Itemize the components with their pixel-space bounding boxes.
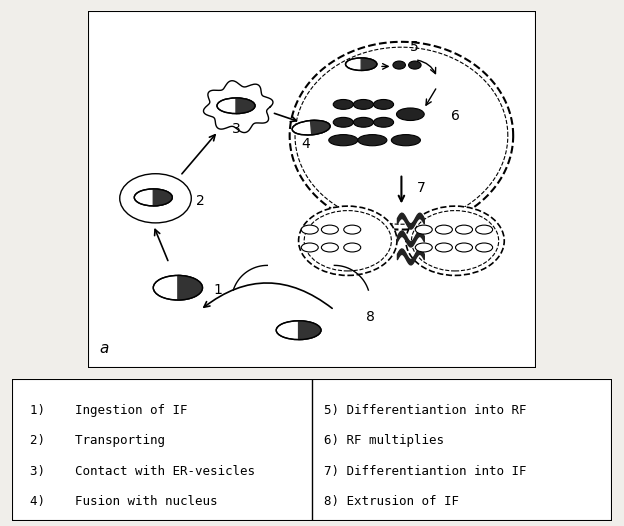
FancyBboxPatch shape — [89, 11, 535, 368]
Ellipse shape — [353, 99, 374, 109]
Text: 8: 8 — [366, 310, 374, 324]
Text: a: a — [100, 340, 109, 356]
Ellipse shape — [321, 225, 338, 234]
Ellipse shape — [276, 321, 321, 340]
Ellipse shape — [456, 243, 472, 252]
Ellipse shape — [436, 243, 452, 252]
Ellipse shape — [406, 206, 504, 276]
Ellipse shape — [456, 225, 472, 234]
Ellipse shape — [396, 108, 424, 120]
Polygon shape — [203, 80, 273, 133]
Ellipse shape — [416, 243, 432, 252]
Text: 6: 6 — [451, 109, 459, 123]
Ellipse shape — [344, 225, 361, 234]
Text: 6) RF multiplies: 6) RF multiplies — [324, 434, 444, 447]
Ellipse shape — [321, 243, 338, 252]
Ellipse shape — [374, 99, 394, 109]
Ellipse shape — [134, 189, 172, 206]
Polygon shape — [311, 120, 330, 135]
Ellipse shape — [436, 225, 452, 234]
Ellipse shape — [299, 206, 397, 276]
Polygon shape — [299, 321, 321, 340]
Ellipse shape — [409, 61, 421, 69]
Ellipse shape — [374, 117, 394, 127]
Ellipse shape — [416, 225, 432, 234]
Ellipse shape — [217, 98, 255, 114]
FancyBboxPatch shape — [12, 379, 612, 521]
Ellipse shape — [329, 135, 358, 146]
Ellipse shape — [301, 225, 318, 234]
Text: 2)    Transporting: 2) Transporting — [31, 434, 165, 447]
Ellipse shape — [154, 276, 202, 300]
Ellipse shape — [344, 243, 361, 252]
Polygon shape — [361, 58, 377, 70]
Text: 8) Extrusion of IF: 8) Extrusion of IF — [324, 495, 459, 508]
Ellipse shape — [333, 99, 353, 109]
Ellipse shape — [301, 243, 318, 252]
Text: 4: 4 — [301, 137, 310, 151]
Text: 3)    Contact with ER-vesicles: 3) Contact with ER-vesicles — [31, 464, 255, 478]
Ellipse shape — [333, 117, 353, 127]
Text: 2: 2 — [196, 194, 205, 208]
Ellipse shape — [411, 210, 499, 271]
Ellipse shape — [475, 225, 492, 234]
Text: 5) Differentiantion into RF: 5) Differentiantion into RF — [324, 404, 527, 417]
Text: 1: 1 — [213, 284, 223, 297]
Ellipse shape — [391, 135, 421, 146]
Ellipse shape — [120, 174, 192, 223]
Text: 7: 7 — [417, 180, 426, 195]
Ellipse shape — [475, 243, 492, 252]
Text: 4)    Fusion with nucleus: 4) Fusion with nucleus — [31, 495, 218, 508]
Text: 5: 5 — [411, 40, 419, 54]
Text: 7) Differentiantion into IF: 7) Differentiantion into IF — [324, 464, 527, 478]
Polygon shape — [236, 98, 255, 114]
Ellipse shape — [358, 135, 387, 146]
Polygon shape — [290, 42, 513, 229]
Ellipse shape — [346, 58, 377, 70]
Ellipse shape — [304, 210, 391, 271]
Ellipse shape — [353, 117, 374, 127]
Polygon shape — [178, 276, 202, 300]
Ellipse shape — [292, 120, 330, 135]
Text: 3: 3 — [232, 123, 240, 136]
Ellipse shape — [393, 61, 406, 69]
Polygon shape — [154, 189, 172, 206]
Text: 1)    Ingestion of IF: 1) Ingestion of IF — [31, 404, 188, 417]
